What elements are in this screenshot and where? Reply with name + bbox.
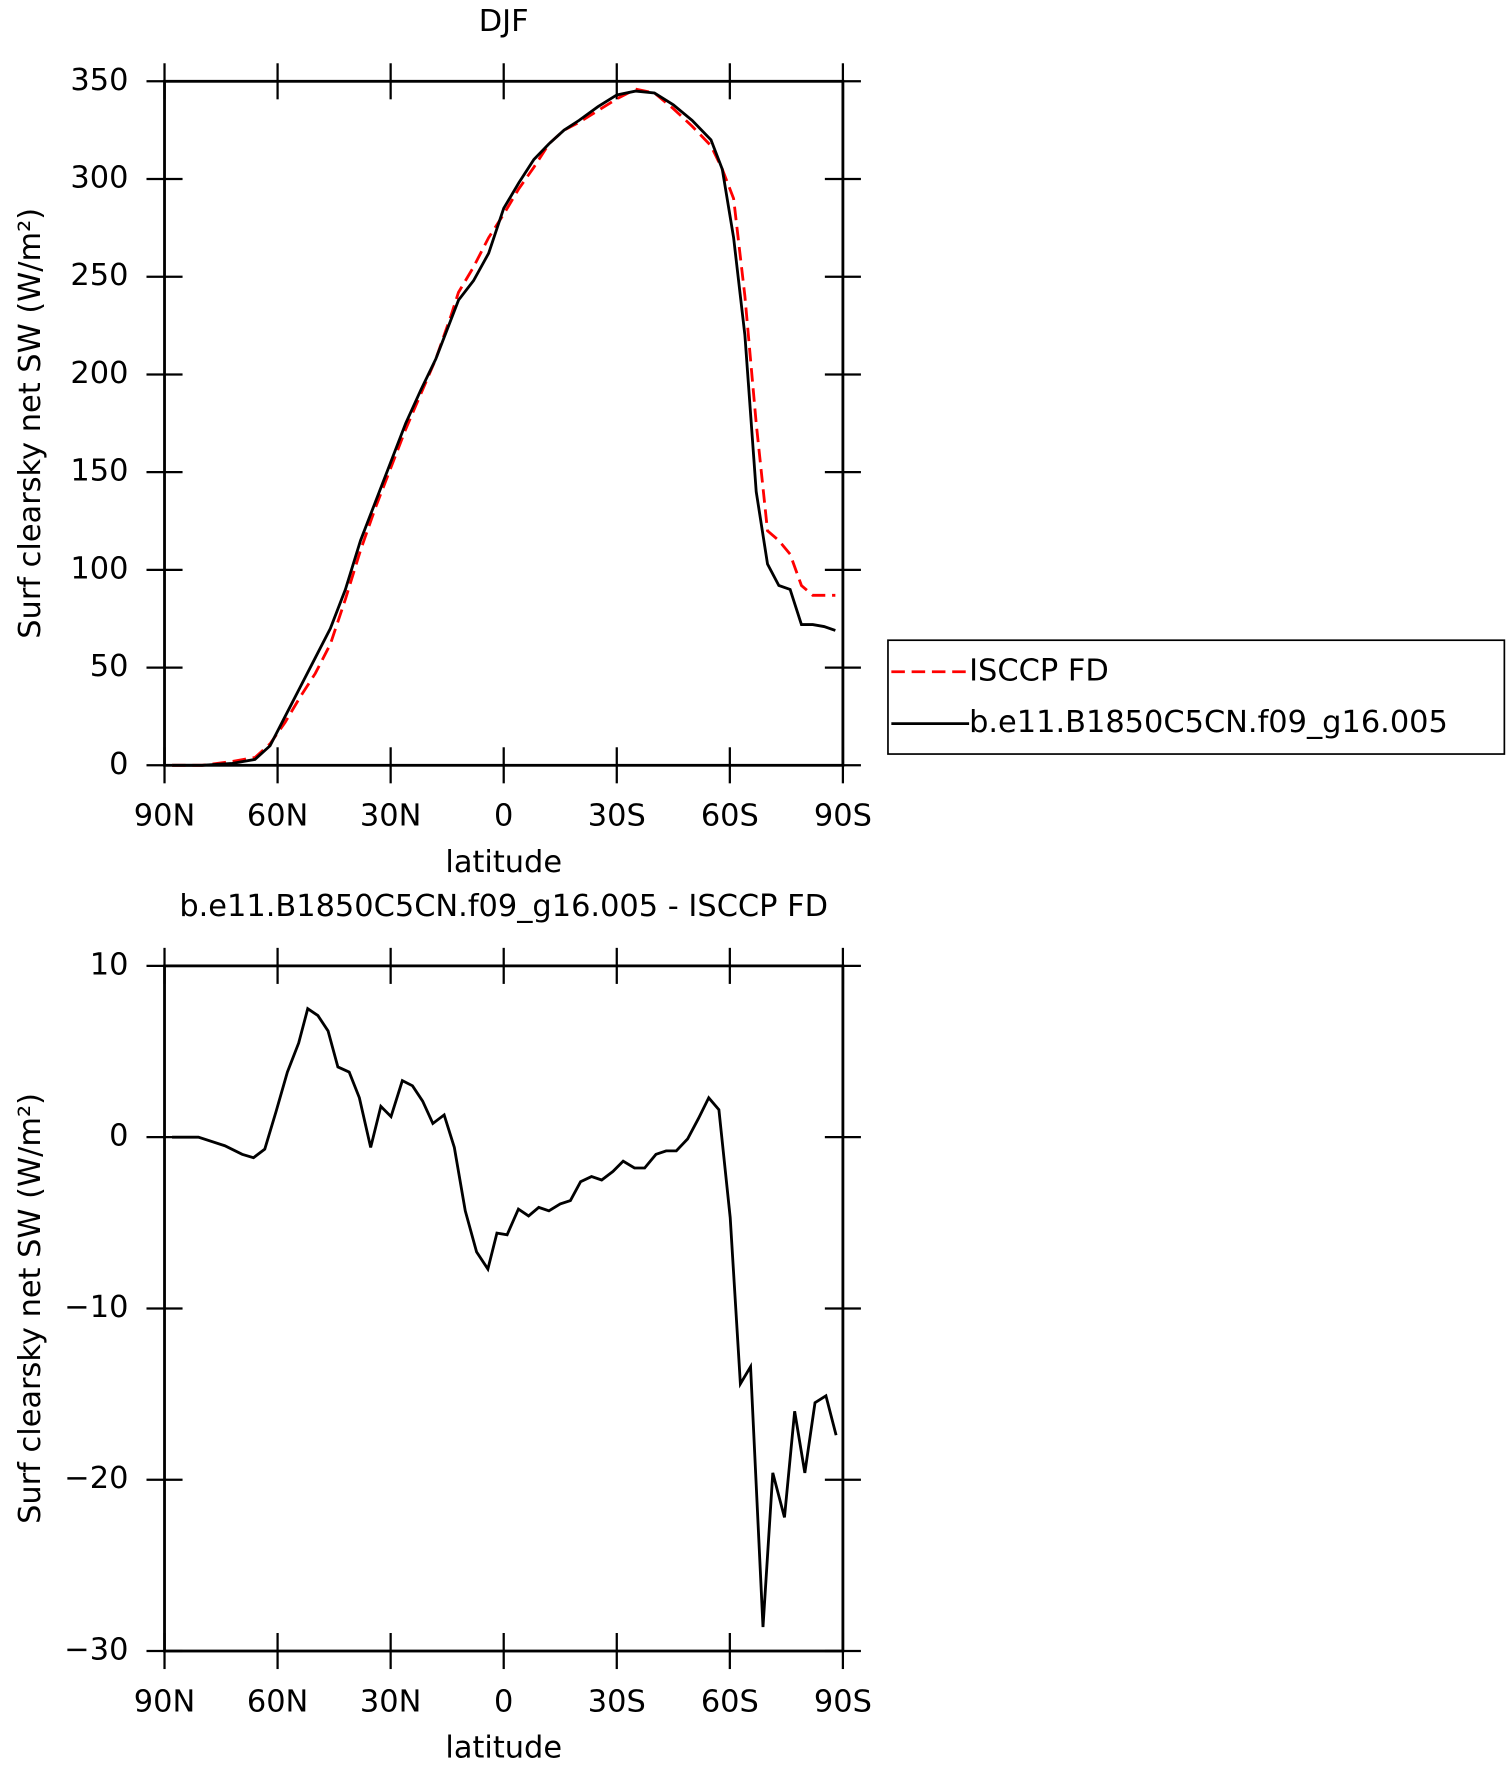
y-tick-label: 100	[70, 551, 128, 586]
plot-frame	[163, 964, 845, 1653]
y-tick-label: 300	[70, 161, 128, 196]
x-tick-label: 30N	[360, 799, 421, 834]
y-tick-label: −20	[64, 1461, 128, 1496]
y-tick-label: 0	[109, 747, 128, 782]
x-tick-label: 90S	[814, 799, 872, 834]
x-tick-label: 30S	[588, 799, 646, 834]
y-tick-label: 0	[109, 1119, 128, 1154]
data-line	[172, 89, 836, 767]
x-tick-label: 30N	[360, 1684, 421, 1719]
y-tick-label: 200	[70, 356, 128, 391]
y-tick-label: −30	[64, 1633, 128, 1668]
chart-title: DJF	[479, 4, 529, 39]
legend-label: b.e11.B1850C5CN.f09_g16.005	[969, 705, 1448, 740]
x-tick-label: 60S	[701, 799, 759, 834]
legend-label: ISCCP FD	[969, 653, 1109, 688]
chart-title: b.e11.B1850C5CN.f09_g16.005 - ISCCP FD	[179, 889, 828, 924]
data-line	[172, 87, 836, 767]
x-axis-label: latitude	[445, 1731, 562, 1765]
x-tick-label: 90S	[814, 1684, 872, 1719]
y-tick-label: −10	[64, 1290, 128, 1325]
x-axis-label: latitude	[445, 845, 562, 880]
y-tick-label: 250	[70, 258, 128, 293]
x-tick-label: 60N	[247, 1684, 308, 1719]
x-tick-label: 90N	[134, 799, 195, 834]
x-tick-label: 0	[494, 1684, 513, 1719]
y-tick-label: 50	[90, 649, 129, 684]
y-tick-label: 350	[70, 63, 128, 98]
y-axis-label: Surf clearsky net SW (W/m²)	[13, 208, 48, 639]
x-tick-label: 0	[494, 799, 513, 834]
x-tick-label: 60N	[247, 799, 308, 834]
data-line	[172, 1006, 838, 1628]
x-tick-label: 30S	[588, 1684, 646, 1719]
y-tick-label: 150	[70, 454, 128, 489]
y-tick-label: 10	[90, 947, 129, 982]
legend-box	[887, 639, 1506, 755]
x-tick-label: 90N	[134, 1684, 195, 1719]
plot-frame	[163, 79, 845, 767]
x-tick-label: 60S	[701, 1684, 759, 1719]
y-axis-label: Surf clearsky net SW (W/m²)	[13, 1093, 48, 1524]
